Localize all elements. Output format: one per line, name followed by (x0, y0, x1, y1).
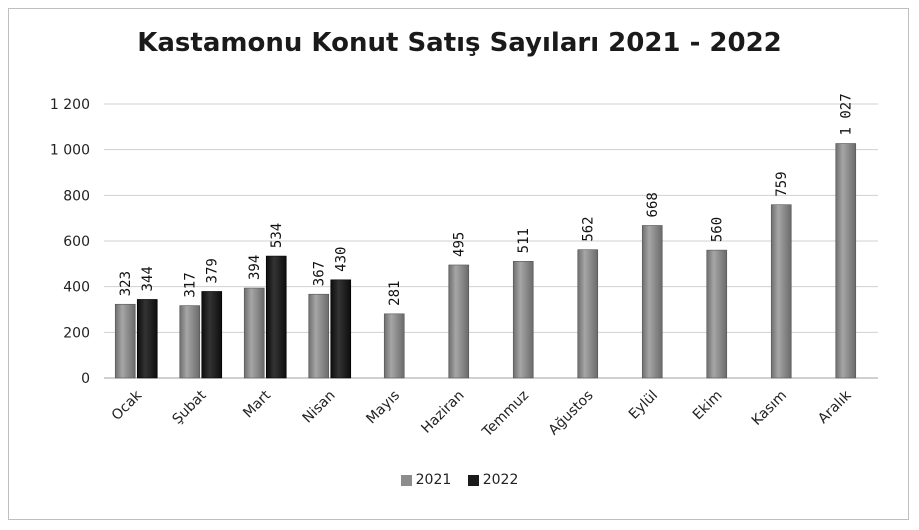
y-axis-ticks: 0 200 400 600 800 1 000 1 200 (50, 97, 90, 387)
data-label-2021-Şubat: 317 (183, 272, 199, 297)
bar-2021-Haziran (448, 264, 470, 379)
y-tick-label: 0 (81, 371, 90, 387)
x-category-label: Mayıs (363, 388, 403, 428)
data-label-2022-Mart: 534 (269, 223, 285, 248)
bar-2021-Mart (243, 287, 265, 379)
data-label-2021-Aralık: 1 027 (839, 93, 855, 135)
bar-2021-Eylül (641, 225, 663, 379)
data-label-2021-Nisan: 367 (312, 261, 328, 286)
gridlines (104, 103, 878, 379)
bar-2022-Mart (265, 255, 287, 379)
legend-item-2021: 2021 (400, 472, 452, 488)
data-label-2021-Ağustos: 562 (581, 216, 597, 241)
x-category-label: Kasım (749, 388, 790, 429)
data-label-2021-Haziran: 495 (452, 232, 468, 257)
x-category-label: Temmuz (479, 388, 532, 441)
bar-2021-Mayıs (383, 313, 405, 379)
bar-2022-Nisan (330, 279, 352, 379)
y-tick-label: 200 (63, 325, 90, 341)
data-label-2021-Ekim: 560 (710, 217, 726, 242)
chart-frame (8, 8, 909, 520)
x-axis-categories: Ocak Şubat Mart Nisan Mayıs Haziran Temmuz Ağus… (109, 387, 855, 441)
x-category-label: Aralık (815, 387, 855, 427)
data-label-2021-Temmuz: 511 (516, 228, 532, 253)
bar-2021-Kasım (770, 204, 792, 379)
y-tick-label: 600 (63, 234, 90, 250)
data-label-2022-Ocak: 344 (140, 266, 156, 291)
legend-swatch-2022 (467, 474, 479, 486)
data-label-2021-Kasım: 759 (774, 171, 790, 196)
bars (114, 143, 857, 379)
legend-label-2022: 2022 (482, 472, 519, 488)
y-tick-label: 800 (63, 188, 90, 204)
legend: 2021 2022 (0, 472, 919, 490)
bar-2021-Aralık (835, 143, 857, 379)
legend-swatch-2021 (400, 474, 412, 486)
bar-2021-Temmuz (512, 261, 534, 379)
x-category-label: Ocak (109, 387, 146, 424)
bar-2022-Şubat (201, 291, 223, 379)
x-category-label: Ekim (690, 388, 726, 424)
bar-2022-Ocak (136, 299, 158, 379)
x-category-label: Mart (240, 387, 274, 421)
x-category-label: Eylül (626, 388, 661, 423)
chart-title: Kastamonu Konut Satış Sayıları 2021 - 20… (137, 28, 782, 58)
data-label-2022-Nisan: 430 (334, 247, 350, 272)
y-tick-label: 1 000 (50, 143, 90, 159)
bar-2021-Ağustos (577, 249, 599, 379)
bar-2021-Nisan (308, 293, 330, 379)
data-label-2021-Ocak: 323 (118, 271, 134, 296)
data-label-2021-Mayıs: 281 (387, 281, 403, 306)
y-tick-label: 1 200 (50, 97, 90, 113)
x-category-label: Nisan (300, 388, 339, 427)
x-category-label: Şubat (169, 387, 209, 427)
data-label-2021-Mart: 394 (247, 255, 263, 280)
data-labels: 323 344 317 379 394 534 367 430 281 495 511 562 668 5… (118, 93, 855, 305)
bar-2021-Ekim (706, 249, 728, 379)
legend-label-2021: 2021 (415, 472, 452, 488)
x-category-label: Haziran (418, 388, 467, 437)
data-label-2021-Eylül: 668 (645, 192, 661, 217)
bar-2021-Ocak (114, 303, 136, 379)
x-category-label: Ağustos (546, 388, 597, 439)
y-tick-label: 400 (63, 280, 90, 296)
legend-item-2022: 2022 (467, 472, 519, 488)
bar-2021-Şubat (179, 305, 201, 379)
data-label-2022-Şubat: 379 (205, 258, 221, 283)
